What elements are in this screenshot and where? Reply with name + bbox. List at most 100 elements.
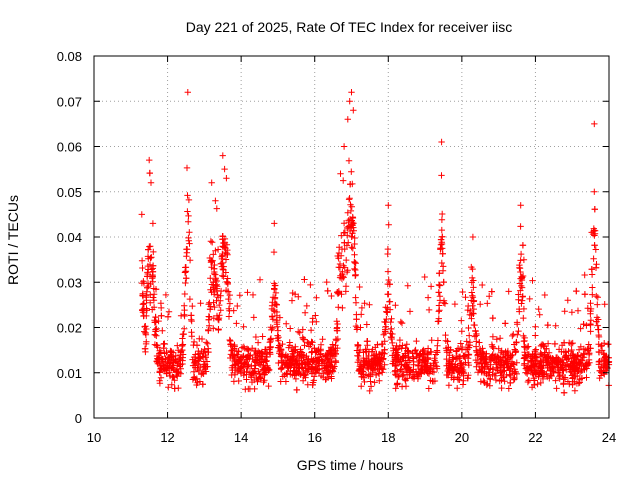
data-point: [592, 246, 599, 253]
data-point: [406, 308, 414, 315]
data-point: [541, 349, 548, 356]
data-point: [220, 240, 227, 247]
data-point: [537, 379, 544, 387]
data-point: [552, 354, 560, 361]
data-point: [324, 351, 331, 358]
data-point: [351, 258, 358, 266]
data-point: [439, 233, 446, 240]
data-point: [214, 246, 222, 253]
data-point: [556, 375, 563, 382]
data-point: [339, 304, 346, 312]
data-point: [186, 240, 193, 247]
data-point: [150, 297, 158, 304]
data-point: [309, 381, 316, 389]
data-point: [477, 346, 484, 353]
data-point: [159, 327, 166, 334]
data-point: [226, 307, 233, 314]
data-point: [518, 275, 525, 282]
data-point: [469, 233, 477, 241]
data-point: [276, 314, 284, 321]
data-point: [389, 352, 396, 359]
data-point: [567, 363, 574, 370]
data-point: [315, 370, 323, 377]
data-point: [184, 192, 191, 199]
data-point: [555, 361, 562, 368]
data-point: [236, 292, 243, 299]
data-point: [523, 366, 531, 374]
data-point: [156, 380, 164, 387]
data-point: [581, 291, 589, 298]
data-point: [413, 350, 420, 357]
data-point: [205, 345, 212, 352]
data-point: [575, 367, 582, 374]
data-point: [417, 369, 425, 376]
data-point: [601, 301, 608, 308]
data-point: [445, 344, 452, 351]
data-point: [184, 89, 191, 96]
data-point: [351, 265, 358, 273]
data-point: [278, 353, 285, 360]
data-point: [590, 225, 597, 232]
data-point: [598, 347, 606, 354]
data-point: [223, 175, 230, 182]
data-point: [601, 340, 608, 347]
data-point: [489, 314, 496, 322]
data-point: [435, 315, 442, 322]
data-point: [252, 357, 260, 364]
data-point: [435, 308, 442, 315]
data-point: [362, 348, 370, 355]
data-point: [195, 367, 203, 375]
data-point: [330, 345, 337, 352]
data-point: [529, 351, 536, 358]
data-point: [351, 251, 358, 258]
data-point: [324, 287, 331, 295]
data-point: [270, 248, 278, 256]
data-point: [336, 260, 344, 268]
data-point: [226, 336, 233, 344]
data-point: [138, 257, 146, 264]
data-point: [474, 369, 482, 376]
data-point: [210, 291, 218, 298]
data-point: [544, 340, 552, 347]
data-point: [213, 297, 220, 304]
data-point: [541, 291, 548, 299]
data-point: [186, 257, 194, 264]
data-point: [403, 341, 410, 348]
data-point: [591, 120, 598, 128]
data-point: [283, 354, 291, 362]
data-point: [535, 373, 542, 380]
data-point: [397, 318, 404, 326]
data-point: [353, 316, 360, 323]
data-point: [212, 247, 219, 254]
data-point: [596, 374, 603, 382]
data-point: [452, 355, 460, 363]
x-tick-label: 22: [528, 430, 542, 445]
data-point: [570, 368, 578, 376]
data-point: [442, 331, 449, 339]
data-point: [273, 301, 280, 308]
data-point: [319, 336, 326, 343]
data-point: [345, 218, 352, 226]
data-point: [219, 259, 226, 267]
data-point: [244, 289, 251, 296]
data-point: [158, 312, 165, 319]
data-point: [595, 326, 602, 333]
data-point: [458, 345, 466, 353]
data-point: [207, 238, 215, 245]
data-point: [255, 375, 262, 382]
data-point: [383, 308, 390, 315]
data-point: [385, 221, 392, 228]
data-point: [394, 380, 401, 387]
data-point: [340, 177, 347, 184]
data-point: [348, 168, 355, 175]
data-point: [139, 264, 146, 272]
x-tick-label: 18: [381, 430, 395, 445]
data-point: [477, 301, 484, 308]
data-point: [414, 373, 422, 381]
data-point: [226, 300, 234, 307]
data-point: [352, 271, 359, 279]
data-point: [208, 179, 215, 186]
data-point: [316, 351, 324, 358]
data-point: [201, 346, 208, 353]
data-point: [266, 339, 273, 346]
